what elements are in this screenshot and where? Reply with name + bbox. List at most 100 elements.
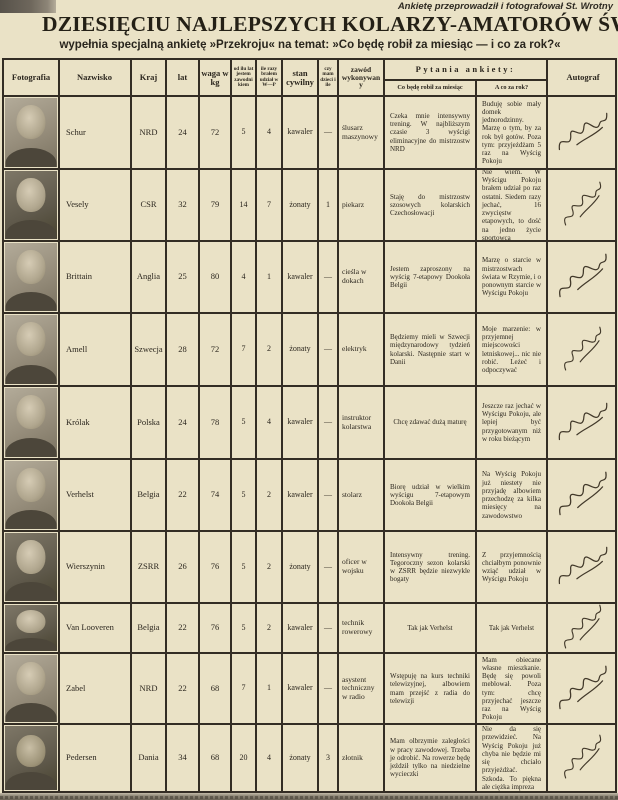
portrait-photo bbox=[5, 605, 57, 651]
cell-answer-month: Wstępuję na kurs techniki telewizyjnej, … bbox=[385, 654, 477, 723]
cyclist-photo-cell bbox=[4, 460, 60, 530]
cell-name: Amell bbox=[60, 314, 132, 385]
autograph-signature bbox=[548, 654, 618, 723]
table-row: Verhelst Belgia 22 74 5 2 kawaler — stol… bbox=[4, 460, 615, 532]
cell-age: 24 bbox=[167, 387, 200, 458]
cell-country: Szwecja bbox=[132, 314, 167, 385]
table-row: Van Looveren Belgia 22 76 5 2 kawaler — … bbox=[4, 604, 615, 654]
cell-age: 34 bbox=[167, 725, 200, 791]
cell-children: — bbox=[319, 532, 339, 602]
cell-wp-participations: 2 bbox=[257, 460, 283, 530]
cell-years-as-competitor: 20 bbox=[232, 725, 257, 791]
signature-squiggle-icon bbox=[564, 604, 602, 649]
cyclist-photo-cell bbox=[4, 97, 60, 168]
cell-children: — bbox=[319, 387, 339, 458]
cell-weight: 78 bbox=[200, 387, 232, 458]
cell-answer-month: Jestem zaproszony na wyścig 7-etapowy Do… bbox=[385, 242, 477, 312]
cell-weight: 74 bbox=[200, 460, 232, 530]
cell-name: Królak bbox=[60, 387, 132, 458]
cell-weight: 72 bbox=[200, 314, 232, 385]
cell-children: — bbox=[319, 604, 339, 652]
cyclist-photo-cell bbox=[4, 242, 60, 312]
cell-country: ZSRR bbox=[132, 532, 167, 602]
cell-years-as-competitor: 7 bbox=[232, 314, 257, 385]
signature-squiggle-icon bbox=[564, 734, 602, 779]
cell-years-as-competitor: 4 bbox=[232, 242, 257, 312]
cell-years-as-competitor: 5 bbox=[232, 387, 257, 458]
cell-wp-participations: 2 bbox=[257, 314, 283, 385]
cell-age: 25 bbox=[167, 242, 200, 312]
cell-answer-year: Nie wiem. W Wyścigu Pokoju brałem udział… bbox=[477, 170, 548, 240]
cell-age: 22 bbox=[167, 654, 200, 723]
cell-age: 22 bbox=[167, 460, 200, 530]
page-edge-photo-fragment bbox=[0, 0, 56, 13]
col-header-lat: lat bbox=[167, 60, 200, 95]
col-header-pytania-label: Pytania ankiety: bbox=[385, 60, 546, 81]
cell-country: Belgia bbox=[132, 604, 167, 652]
cell-age: 24 bbox=[167, 97, 200, 168]
cell-occupation: asystent techniczny w radio bbox=[339, 654, 385, 723]
cell-answer-month: Staję do mistrzostw szosowych kolarskich… bbox=[385, 170, 477, 240]
cell-occupation: oficer w wojsku bbox=[339, 532, 385, 602]
cell-marital-status: żonaty bbox=[283, 725, 319, 791]
cell-country: NRD bbox=[132, 654, 167, 723]
cell-age: 22 bbox=[167, 604, 200, 652]
cell-weight: 68 bbox=[200, 654, 232, 723]
cell-children: — bbox=[319, 654, 339, 723]
portrait-photo bbox=[5, 243, 57, 311]
cell-marital-status: kawaler bbox=[283, 460, 319, 530]
col-header-zawod: zawód wykonywany bbox=[339, 60, 385, 95]
cell-marital-status: żonaty bbox=[283, 532, 319, 602]
cell-years-as-competitor: 5 bbox=[232, 97, 257, 168]
cell-occupation: cieśla w dokach bbox=[339, 242, 385, 312]
signature-squiggle-icon bbox=[558, 546, 608, 585]
cell-answer-month: Intensywny trening. Tegoroczny sezon kol… bbox=[385, 532, 477, 602]
col-header-pytania-ankiety: Pytania ankiety: Co będę robił za miesią… bbox=[385, 60, 548, 95]
autograph-signature bbox=[548, 314, 618, 385]
signature-squiggle-icon bbox=[558, 112, 608, 150]
cell-answer-month: Chcę zdawać dużą maturę bbox=[385, 387, 477, 458]
cell-wp-participations: 4 bbox=[257, 725, 283, 791]
portrait-photo bbox=[5, 726, 57, 790]
cyclist-photo-cell bbox=[4, 604, 60, 652]
col-header-co-za-miesiac: Co będę robił za miesiąc bbox=[385, 81, 477, 95]
cell-answer-year: Marzę o starcie w mistrzostwach świata w… bbox=[477, 242, 548, 312]
page-subtitle: wypełnia specjalną ankietę »Przekroju« n… bbox=[59, 39, 561, 51]
cell-weight: 76 bbox=[200, 604, 232, 652]
cell-years-as-competitor: 5 bbox=[232, 532, 257, 602]
cell-answer-month: Tak jak Verhelst bbox=[385, 604, 477, 652]
cell-weight: 80 bbox=[200, 242, 232, 312]
cell-name: Van Looveren bbox=[60, 604, 132, 652]
cell-occupation: ślusarz maszynowy bbox=[339, 97, 385, 168]
table-row: Vesely CSR 32 79 14 7 żonaty 1 piekarz S… bbox=[4, 170, 615, 242]
cell-name: Schur bbox=[60, 97, 132, 168]
cell-answer-month: Mam olbrzymie zaległości w pracy zawodow… bbox=[385, 725, 477, 791]
autograph-signature bbox=[548, 97, 618, 168]
cell-country: Polska bbox=[132, 387, 167, 458]
cell-wp-participations: 4 bbox=[257, 97, 283, 168]
cell-weight: 79 bbox=[200, 170, 232, 240]
page-title: DZIESIĘCIU NAJLEPSZYCH KOLARZY-AMATORÓW … bbox=[42, 12, 618, 36]
cell-answer-year: Na Wyścig Pokoju już niestety nie przyja… bbox=[477, 460, 548, 530]
cell-country: Dania bbox=[132, 725, 167, 791]
portrait-photo bbox=[5, 388, 57, 457]
table-row: Królak Polska 24 78 5 4 kawaler — instru… bbox=[4, 387, 615, 460]
portrait-photo bbox=[5, 98, 57, 167]
portrait-photo bbox=[5, 461, 57, 529]
cell-children: — bbox=[319, 314, 339, 385]
autograph-signature bbox=[548, 604, 618, 652]
cell-years-as-competitor: 14 bbox=[232, 170, 257, 240]
cell-occupation: instruktor kolarstwa bbox=[339, 387, 385, 458]
col-header-czy-mam-dzieci: czy mam dzieci i ile bbox=[319, 60, 339, 95]
col-header-autograf: Autograf bbox=[566, 72, 600, 83]
portrait-photo bbox=[5, 655, 57, 722]
autograph-signature bbox=[548, 242, 618, 312]
cell-children: 1 bbox=[319, 170, 339, 240]
cell-age: 28 bbox=[167, 314, 200, 385]
col-header-a-co-za-rok: A co za rok? bbox=[494, 83, 529, 91]
table-row: Pedersen Dania 34 68 20 4 żonaty 3 złotn… bbox=[4, 725, 615, 791]
cell-name: Pedersen bbox=[60, 725, 132, 791]
cell-country: Belgia bbox=[132, 460, 167, 530]
cell-age: 26 bbox=[167, 532, 200, 602]
cell-children: — bbox=[319, 97, 339, 168]
